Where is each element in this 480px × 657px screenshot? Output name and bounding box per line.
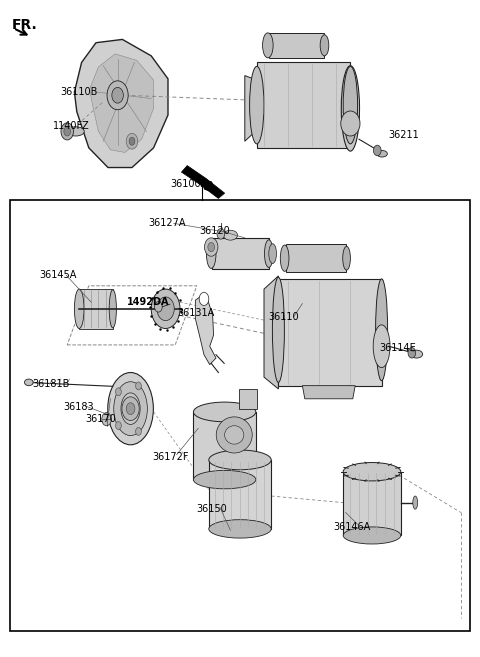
- Polygon shape: [209, 460, 271, 529]
- Ellipse shape: [343, 527, 401, 544]
- Circle shape: [157, 297, 174, 321]
- Circle shape: [199, 292, 209, 306]
- Circle shape: [208, 242, 215, 252]
- Ellipse shape: [341, 111, 360, 136]
- Ellipse shape: [193, 402, 256, 422]
- Circle shape: [373, 145, 381, 156]
- Circle shape: [126, 133, 138, 149]
- Circle shape: [151, 289, 180, 328]
- Text: 36131A: 36131A: [178, 307, 215, 318]
- Circle shape: [129, 137, 135, 145]
- Circle shape: [136, 428, 142, 436]
- Ellipse shape: [24, 379, 33, 386]
- Text: 36183: 36183: [63, 401, 94, 412]
- Ellipse shape: [114, 382, 147, 436]
- Circle shape: [107, 81, 128, 110]
- Polygon shape: [74, 39, 168, 168]
- Circle shape: [136, 382, 142, 390]
- Ellipse shape: [206, 239, 216, 269]
- Polygon shape: [195, 296, 216, 365]
- Polygon shape: [343, 472, 401, 535]
- Polygon shape: [239, 389, 257, 409]
- Ellipse shape: [320, 35, 329, 56]
- Text: 36120: 36120: [199, 226, 230, 237]
- Text: 36170: 36170: [85, 414, 116, 424]
- Text: 1140FZ: 1140FZ: [53, 121, 90, 131]
- Circle shape: [102, 413, 111, 426]
- Text: 36150: 36150: [196, 504, 227, 514]
- Polygon shape: [286, 244, 346, 272]
- Text: 36114E: 36114E: [379, 343, 416, 353]
- Ellipse shape: [341, 66, 360, 151]
- Polygon shape: [212, 238, 269, 269]
- Ellipse shape: [343, 463, 401, 481]
- Polygon shape: [264, 276, 278, 389]
- Ellipse shape: [209, 520, 271, 538]
- Ellipse shape: [67, 127, 84, 136]
- Text: 36100A: 36100A: [170, 179, 208, 189]
- Ellipse shape: [343, 246, 350, 270]
- Polygon shape: [269, 33, 324, 58]
- Polygon shape: [257, 62, 350, 148]
- Polygon shape: [181, 166, 225, 198]
- Polygon shape: [193, 412, 256, 480]
- Polygon shape: [278, 279, 382, 386]
- Ellipse shape: [250, 66, 264, 144]
- Ellipse shape: [74, 289, 84, 328]
- Ellipse shape: [264, 240, 273, 267]
- Ellipse shape: [263, 33, 273, 58]
- Polygon shape: [90, 54, 154, 152]
- Polygon shape: [245, 76, 257, 141]
- Circle shape: [112, 87, 123, 103]
- Ellipse shape: [193, 470, 256, 489]
- Circle shape: [204, 238, 218, 256]
- Text: 36181B: 36181B: [33, 379, 70, 390]
- Ellipse shape: [343, 66, 358, 144]
- Text: 36172F: 36172F: [153, 451, 189, 462]
- Ellipse shape: [273, 277, 284, 382]
- Text: 36110: 36110: [269, 311, 300, 322]
- Text: 36146A: 36146A: [334, 522, 371, 532]
- Polygon shape: [79, 289, 113, 328]
- Ellipse shape: [280, 245, 289, 271]
- Ellipse shape: [376, 279, 388, 381]
- Ellipse shape: [269, 244, 276, 263]
- Circle shape: [122, 397, 139, 420]
- Circle shape: [155, 302, 162, 312]
- Circle shape: [61, 123, 73, 140]
- Circle shape: [116, 388, 121, 396]
- Circle shape: [64, 127, 71, 136]
- Polygon shape: [302, 386, 355, 399]
- Ellipse shape: [411, 350, 423, 358]
- Text: FR.: FR.: [12, 18, 38, 32]
- Ellipse shape: [216, 417, 252, 453]
- Text: 1492DA: 1492DA: [127, 297, 170, 307]
- Ellipse shape: [223, 231, 238, 240]
- Ellipse shape: [108, 373, 154, 445]
- Ellipse shape: [121, 393, 140, 424]
- Ellipse shape: [377, 150, 387, 157]
- Text: 36145A: 36145A: [39, 269, 77, 280]
- Text: 36127A: 36127A: [149, 218, 186, 229]
- Circle shape: [116, 422, 121, 430]
- Ellipse shape: [109, 290, 116, 328]
- Ellipse shape: [225, 426, 244, 444]
- Circle shape: [408, 348, 416, 358]
- Ellipse shape: [373, 325, 390, 368]
- Bar: [10, 200, 470, 631]
- Text: 36211: 36211: [389, 129, 420, 140]
- Circle shape: [217, 229, 225, 239]
- Ellipse shape: [209, 450, 271, 470]
- Circle shape: [126, 403, 135, 415]
- Ellipse shape: [413, 496, 418, 509]
- Text: 36110B: 36110B: [60, 87, 97, 97]
